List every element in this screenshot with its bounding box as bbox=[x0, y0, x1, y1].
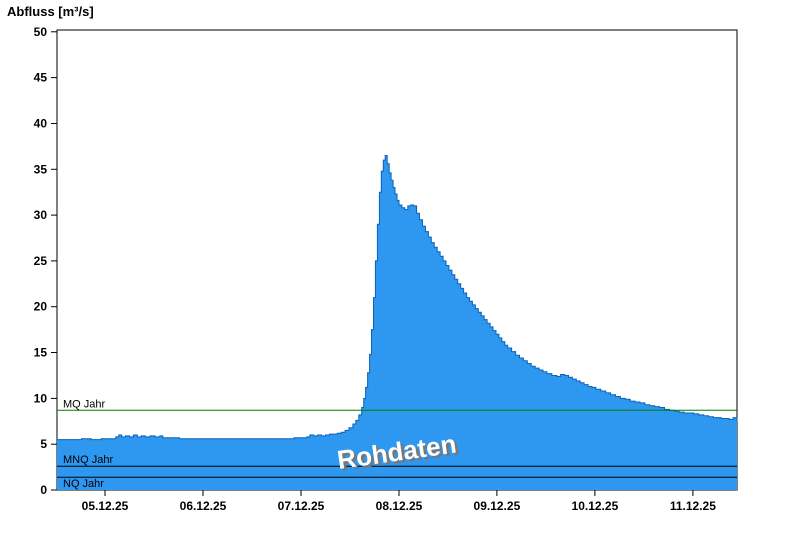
y-tick-label: 40 bbox=[34, 117, 48, 131]
x-tick-label: 10.12.25 bbox=[572, 499, 619, 513]
x-tick-label: 06.12.25 bbox=[180, 499, 227, 513]
y-tick-label: 50 bbox=[34, 25, 48, 39]
ref-label-nq-jahr: NQ Jahr bbox=[63, 478, 104, 490]
discharge-line bbox=[57, 155, 738, 441]
discharge-area bbox=[57, 155, 737, 490]
x-tick-label: 09.12.25 bbox=[474, 499, 521, 513]
x-tick-label: 11.12.25 bbox=[670, 499, 716, 513]
y-tick-label: 25 bbox=[34, 254, 48, 268]
y-tick-label: 35 bbox=[34, 162, 48, 176]
x-tick-label: 07.12.25 bbox=[278, 499, 325, 513]
x-tick-label: 08.12.25 bbox=[376, 499, 423, 513]
y-tick-label: 15 bbox=[34, 346, 48, 360]
y-tick-label: 20 bbox=[34, 300, 48, 314]
ref-label-mq-jahr: MQ Jahr bbox=[63, 398, 106, 410]
ref-label-mnq-jahr: MNQ Jahr bbox=[63, 454, 113, 466]
y-tick-label: 5 bbox=[40, 437, 47, 451]
y-axis-title: Abfluss [m³/s] bbox=[7, 4, 94, 19]
y-tick-label: 45 bbox=[34, 71, 48, 85]
y-tick-label: 30 bbox=[34, 208, 48, 222]
x-tick-label: 05.12.25 bbox=[82, 499, 129, 513]
y-tick-label: 10 bbox=[34, 391, 48, 405]
y-tick-label: 0 bbox=[40, 483, 47, 497]
